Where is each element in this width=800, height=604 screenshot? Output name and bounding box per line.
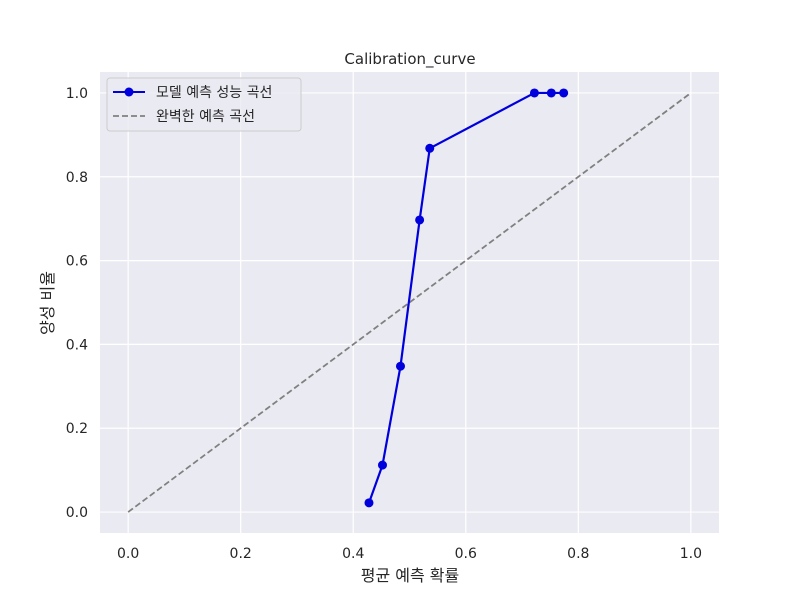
x-tick-label: 1.0 xyxy=(680,546,702,562)
x-tick-label: 0.0 xyxy=(117,546,139,562)
x-tick-labels: 0.0 0.2 0.4 0.6 0.8 1.0 xyxy=(117,546,702,562)
chart-title: Calibration_curve xyxy=(344,50,475,69)
model-data-point xyxy=(395,361,405,371)
model-data-point xyxy=(529,88,539,98)
model-data-point xyxy=(425,143,435,153)
legend-box xyxy=(106,77,302,132)
legend-label-model: 모델 예측 성능 곡선 xyxy=(156,85,272,101)
model-data-point xyxy=(415,215,425,225)
x-axis-label: 평균 예측 확률 xyxy=(361,566,460,585)
x-tick-label: 0.4 xyxy=(342,546,364,562)
y-tick-label: 0.6 xyxy=(66,254,88,270)
model-data-point xyxy=(546,88,556,98)
x-tick-label: 0.2 xyxy=(230,546,252,562)
y-tick-label: 0.8 xyxy=(66,170,88,186)
model-data-point xyxy=(559,88,569,98)
y-tick-label: 0.4 xyxy=(66,337,88,353)
y-tick-label: 0.2 xyxy=(66,421,88,437)
model-data-point xyxy=(364,498,374,508)
model-data-point xyxy=(377,460,387,470)
legend: 모델 예측 성능 곡선 완벽한 예측 곡선 xyxy=(106,77,302,132)
x-tick-label: 0.8 xyxy=(567,546,589,562)
series-layer xyxy=(127,88,692,513)
y-axis-label: 양성 비율 xyxy=(38,271,57,335)
y-tick-labels: 0.0 0.2 0.4 0.6 0.8 1.0 xyxy=(66,86,88,521)
grid-lines xyxy=(100,72,719,533)
legend-marker-model xyxy=(124,87,134,97)
legend-label-perfect: 완벽한 예측 곡선 xyxy=(156,109,255,125)
x-tick-label: 0.6 xyxy=(455,546,477,562)
y-tick-label: 0.0 xyxy=(66,505,88,521)
y-tick-label: 1.0 xyxy=(66,86,88,102)
